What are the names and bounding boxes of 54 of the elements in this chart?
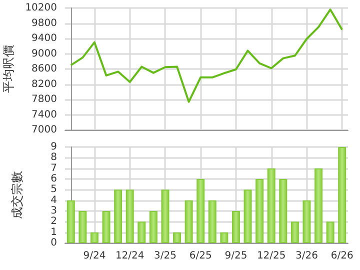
bar <box>208 200 216 243</box>
bar <box>114 190 122 243</box>
y-tick-label: 9400 <box>32 33 57 44</box>
bar <box>290 222 299 243</box>
y-tick-label: 10200 <box>25 2 57 14</box>
y-tick-label: 1 <box>50 226 57 238</box>
bar <box>267 168 276 243</box>
bar <box>66 200 75 243</box>
y-tick-label: 4 <box>50 194 57 206</box>
bar <box>161 190 170 243</box>
x-tick-label: 9/25 <box>224 250 248 262</box>
y-tick-label: 9000 <box>32 48 57 60</box>
y-tick-label: 7000 <box>32 124 57 136</box>
y-tick-label: 7800 <box>32 94 57 105</box>
y-tick-label: 8200 <box>32 78 57 90</box>
bar <box>126 190 134 243</box>
y-tick-label: 6 <box>50 174 57 184</box>
bar <box>220 232 228 243</box>
bar <box>326 222 334 243</box>
bar <box>256 179 264 243</box>
y-tick-label: 5 <box>50 184 57 196</box>
y-tick-label: 9800 <box>32 18 57 29</box>
bar <box>90 232 98 243</box>
bar <box>173 232 182 243</box>
x-tick-label: 6/26 <box>330 250 354 262</box>
y-tick-label: 3 <box>50 206 57 216</box>
x-tick-label: 9/24 <box>83 250 106 262</box>
y-axis-title: 平均呎價 <box>1 45 16 93</box>
bar <box>314 168 323 243</box>
x-tick-label: 3/26 <box>295 250 318 262</box>
bar <box>196 179 205 243</box>
y-axis-title: 成交宗數 <box>10 171 24 219</box>
bar <box>338 147 346 243</box>
y-tick-label: 7400 <box>32 109 57 120</box>
y-tick-label: 2 <box>50 216 57 228</box>
bar <box>149 211 158 243</box>
bar <box>138 222 146 243</box>
bar <box>78 211 87 243</box>
x-tick-label: 12/25 <box>256 250 286 262</box>
y-tick-label: 8 <box>50 152 57 164</box>
y-tick-label: 8600 <box>32 64 57 74</box>
y-tick-label: 7 <box>50 162 57 174</box>
x-tick-label: 6/25 <box>189 250 212 262</box>
x-tick-label: 12/24 <box>115 250 144 262</box>
bar <box>302 200 311 243</box>
bar <box>232 211 240 243</box>
y-tick-label: 0 <box>50 238 57 248</box>
y-tick-label: 9 <box>50 142 57 152</box>
line-series <box>70 8 344 103</box>
x-tick-label: 3/25 <box>154 250 176 262</box>
bar <box>279 179 288 243</box>
bar <box>244 190 252 243</box>
bar <box>184 200 193 243</box>
bar <box>102 211 110 243</box>
